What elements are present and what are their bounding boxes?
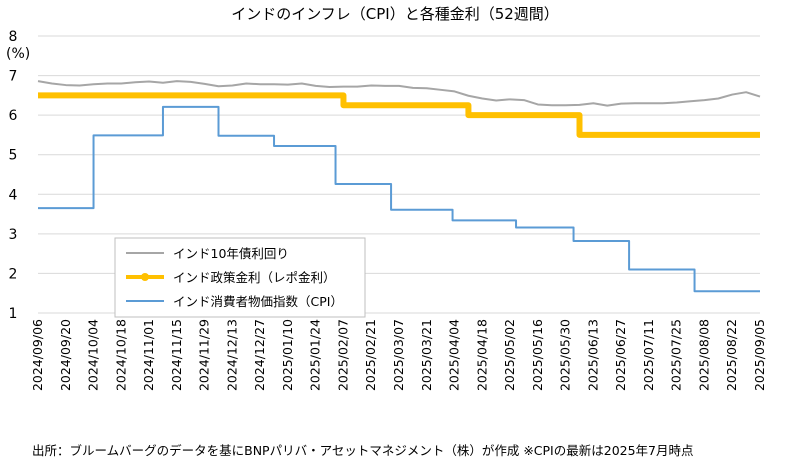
x-tick-label: 2025/05/02 — [502, 319, 517, 391]
y-axis-label: (%) — [6, 46, 30, 62]
x-tick-label: 2025/02/21 — [363, 319, 378, 391]
x-tick-label: 2025/07/25 — [669, 319, 684, 391]
legend-marker-policy-rate — [141, 273, 149, 281]
series-bond-yield — [37, 80, 761, 107]
y-tick-label: 1 — [9, 306, 18, 322]
x-tick-label: 2025/08/22 — [724, 319, 739, 391]
y-tick-label: 3 — [9, 227, 18, 243]
x-tick-label: 2025/05/30 — [558, 319, 573, 391]
legend-label-policy-rate: インド政策金利（レポ金利） — [173, 270, 336, 285]
x-tick-label: 2025/09/05 — [752, 319, 767, 391]
x-tick-label: 2025/04/18 — [474, 319, 489, 391]
chart-title: インドのインフレ（CPI）と各種金利（52週間） — [231, 5, 559, 23]
y-tick-label: 6 — [9, 108, 18, 124]
x-tick-label: 2024/09/06 — [30, 319, 45, 391]
y-tick-label: 4 — [9, 187, 18, 203]
x-axis-ticks: 2024/09/06 2024/09/20 2024/10/04 2024/10/18… — [30, 319, 767, 391]
x-tick-label: 2025/06/13 — [585, 319, 600, 391]
legend: インド10年債利回り インド政策金利（レポ金利） インド消費者物価指数（CPI） — [114, 237, 366, 318]
series-cpi — [38, 105, 760, 293]
x-tick-label: 2024/10/18 — [113, 319, 128, 391]
series-policy-rate — [38, 92, 760, 138]
y-axis-ticks: 1 2 3 4 5 6 7 8 — [9, 29, 18, 322]
y-tick-label: 2 — [9, 266, 18, 282]
x-tick-label: 2024/10/04 — [86, 319, 101, 391]
x-tick-label: 2025/08/08 — [696, 319, 711, 391]
x-tick-label: 2025/04/04 — [447, 319, 462, 391]
x-tick-label: 2025/01/24 — [308, 319, 323, 391]
x-tick-label: 2024/11/29 — [197, 319, 212, 391]
legend-label-bond-yield: インド10年債利回り — [173, 246, 289, 261]
x-tick-label: 2025/05/16 — [530, 319, 545, 391]
source-note: 出所：ブルームバーグのデータを基にBNPパリバ・アセットマネジメント（株）が作成… — [32, 443, 694, 458]
series-lines — [37, 80, 761, 293]
x-tick-label: 2024/11/15 — [169, 319, 184, 391]
x-tick-label: 2025/03/21 — [419, 319, 434, 391]
legend-label-cpi: インド消費者物価指数（CPI） — [173, 294, 343, 309]
x-tick-label: 2025/01/10 — [280, 319, 295, 391]
x-tick-label: 2024/11/01 — [141, 319, 156, 391]
x-tick-label: 2025/06/27 — [613, 319, 628, 391]
x-tick-label: 2025/03/07 — [391, 319, 406, 391]
y-tick-label: 8 — [9, 29, 18, 45]
x-tick-label: 2024/12/13 — [224, 319, 239, 391]
x-tick-label: 2024/12/27 — [252, 319, 267, 391]
x-tick-label: 2024/09/20 — [58, 319, 73, 391]
x-tick-label: 2025/07/11 — [641, 319, 656, 391]
x-tick-label: 2025/02/07 — [335, 319, 350, 391]
y-tick-label: 7 — [9, 69, 18, 85]
y-tick-label: 5 — [9, 148, 18, 164]
